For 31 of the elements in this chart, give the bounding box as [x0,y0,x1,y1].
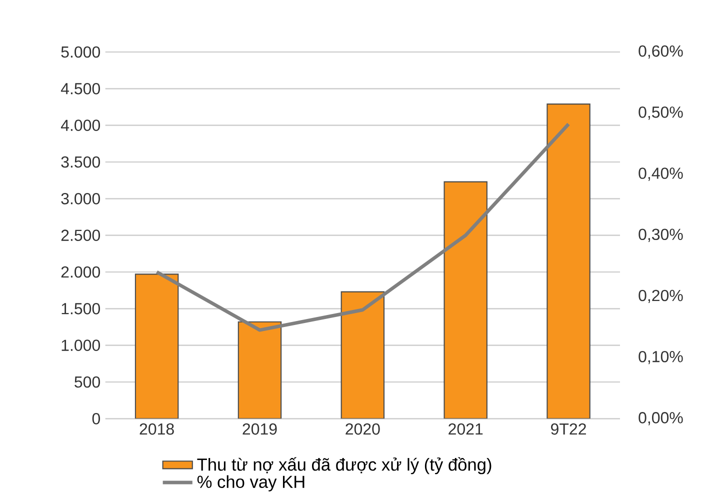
y-tick-label: 5.000 [61,46,100,58]
y2-tick-label: 0,40% [638,168,683,181]
x-tick-label: 2019 [242,423,277,435]
y-tick-label: 1.500 [62,303,100,314]
y-tick-label: 1.000 [62,340,100,351]
y2-tick-label: 0,60% [638,45,683,59]
y-tick-label: 0 [92,413,100,424]
x-tick-label: 9T22 [551,423,586,435]
bar [546,104,590,419]
line-series [155,122,570,332]
x-tick-label: 2018 [140,423,174,435]
y2-tick-label: 0,50% [638,106,683,120]
y2-tick-label: 0,20% [638,290,683,304]
legend-label: % cho vay KH [197,475,304,492]
y2-tick-label: 0,10% [638,350,683,364]
bar [134,274,179,419]
y-tick-label: 500 [74,376,100,388]
y-tick-label: 2.000 [61,266,100,278]
y-tick-label: 4.500 [60,83,100,94]
x-tick-label: 2020 [346,423,380,435]
legend-label: Thu từ nợ xấu đã được xử lý (tỷ đồng) [197,457,492,474]
bar [340,291,385,419]
y-tick-label: 2.500 [61,230,100,241]
y-tick-label: 4.000 [60,120,100,131]
bar [444,181,488,419]
y2-tick-label: 0,00% [638,412,683,426]
bar [238,321,282,419]
y2-tick-label: 0,30% [638,228,683,242]
x-tick-label: 2021 [448,423,483,435]
y-tick-label: 3.000 [61,193,100,204]
y-tick-label: 3.500 [61,156,100,168]
